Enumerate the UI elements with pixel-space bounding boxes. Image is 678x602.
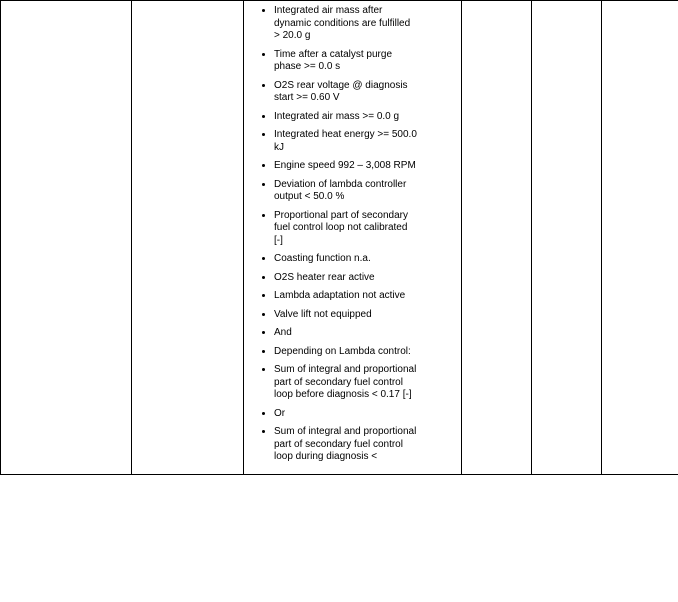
cell-col1 xyxy=(1,1,132,475)
condition-item: O2S heater rear active xyxy=(274,272,457,285)
condition-item: Or xyxy=(274,408,457,421)
condition-item: Lambda adaptation not active xyxy=(274,290,457,303)
condition-list: Integrated air mass after dynamic condit… xyxy=(248,5,457,464)
condition-item: Integrated air mass >= 0.0 g xyxy=(274,111,457,124)
diagnostic-table: Integrated air mass after dynamic condit… xyxy=(0,0,678,475)
condition-item: Coasting function n.a. xyxy=(274,253,457,266)
cell-col4 xyxy=(462,1,532,475)
condition-item: Time after a catalyst purge phase >= 0.0… xyxy=(274,49,457,74)
condition-item: Sum of integral and proportional part of… xyxy=(274,364,457,402)
cell-col5 xyxy=(532,1,602,475)
cell-col6 xyxy=(602,1,678,475)
table-row: Integrated air mass after dynamic condit… xyxy=(1,1,678,475)
condition-item: Deviation of lambda controller output < … xyxy=(274,179,457,204)
condition-item: Proportional part of secondary fuel cont… xyxy=(274,210,457,248)
cell-col2 xyxy=(132,1,244,475)
condition-item: And xyxy=(274,327,457,340)
condition-item: Integrated heat energy >= 500.0 kJ xyxy=(274,129,457,154)
condition-item: Engine speed 992 – 3,008 RPM xyxy=(274,160,457,173)
condition-item: Depending on Lambda control: xyxy=(274,346,457,359)
condition-item: Integrated air mass after dynamic condit… xyxy=(274,5,457,43)
condition-item: Sum of integral and proportional part of… xyxy=(274,426,457,464)
condition-item: O2S rear voltage @ diagnosis start >= 0.… xyxy=(274,80,457,105)
condition-item: Valve lift not equipped xyxy=(274,309,457,322)
cell-conditions: Integrated air mass after dynamic condit… xyxy=(244,1,462,475)
